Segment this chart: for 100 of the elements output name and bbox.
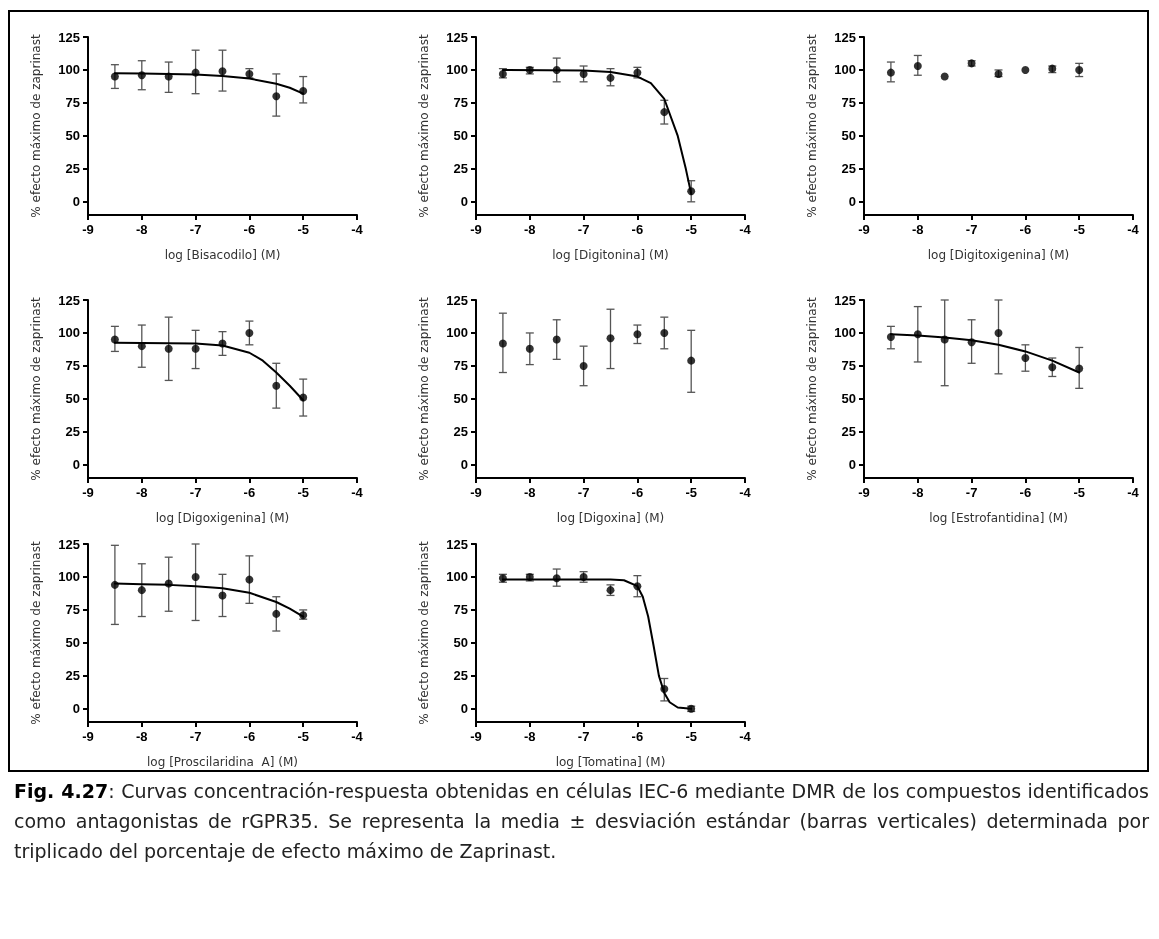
- y-tick-label: 125: [58, 536, 80, 552]
- x-tick-label: -9: [82, 222, 94, 237]
- x-tick-label: -5: [297, 222, 309, 237]
- y-axis-title: % efecto máximo de zaprinast: [417, 297, 431, 481]
- point: [633, 582, 642, 591]
- point: [272, 381, 281, 390]
- y-tick-label: 100: [58, 569, 80, 585]
- y-tick-label: 25: [453, 424, 468, 440]
- point: [525, 344, 534, 353]
- x-tick-label: -9: [470, 729, 482, 744]
- y-tick-label: 100: [834, 62, 856, 78]
- point: [660, 685, 669, 694]
- point: [913, 330, 922, 339]
- y-tick-label: 75: [453, 358, 468, 374]
- y-tick-label: 50: [453, 635, 468, 651]
- point: [218, 591, 227, 600]
- y-tick-label: 75: [65, 358, 80, 374]
- x-tick-label: -9: [858, 222, 870, 237]
- x-tick-label: -5: [297, 485, 309, 500]
- y-axis-title: % efecto máximo de zaprinast: [805, 34, 819, 218]
- point: [272, 92, 281, 101]
- x-axis-title: log [Proscilaridina A] (M): [147, 755, 298, 769]
- y-axis-title: % efecto máximo de zaprinast: [417, 34, 431, 218]
- x-tick-label: -6: [631, 222, 644, 237]
- point: [967, 338, 976, 347]
- point: [606, 73, 615, 82]
- y-tick-label: 75: [453, 602, 468, 618]
- x-axis-title: log [Estrofantidina] (M): [929, 511, 1068, 525]
- point: [579, 361, 588, 370]
- x-tick-label: -8: [136, 729, 148, 744]
- y-axis-title: % efecto máximo de zaprinast: [29, 34, 43, 218]
- point: [498, 339, 507, 348]
- x-tick-label: -5: [1073, 485, 1085, 500]
- point: [940, 335, 949, 344]
- point: [110, 580, 119, 589]
- point: [606, 334, 615, 343]
- x-tick-label: -6: [1019, 222, 1032, 237]
- y-tick-label: 50: [841, 391, 856, 407]
- y-tick-label: 100: [446, 325, 468, 341]
- x-tick-label: -9: [858, 485, 870, 500]
- point: [164, 72, 173, 81]
- x-tick-label: -6: [631, 729, 644, 744]
- caption: Fig. 4.27: Curvas concentración-respuesta obtenidas en células IEC-6 mediante DMR de los compuestos identificados como antagonistas de rGPR35. Se representa la media ± desviación estándar (barras verticales) determinada por triplicado del porcentaje de efecto máximo de Zaprinast.: [14, 779, 1149, 864]
- point: [191, 344, 200, 353]
- y-tick-label: 25: [453, 161, 468, 177]
- x-tick-label: -8: [912, 485, 924, 500]
- y-tick-label: 25: [841, 161, 856, 177]
- x-tick-label: -9: [82, 485, 94, 500]
- x-tick-label: -7: [577, 485, 590, 500]
- y-tick-label: 125: [446, 29, 468, 45]
- point: [886, 332, 895, 341]
- x-tick-label: -8: [524, 222, 536, 237]
- point: [191, 572, 200, 581]
- point: [552, 65, 561, 74]
- point: [164, 344, 173, 353]
- x-tick-label: -5: [685, 729, 697, 744]
- y-tick-label: 125: [58, 29, 80, 45]
- y-tick-label: 50: [65, 128, 80, 144]
- x-tick-label: -4: [739, 222, 752, 237]
- point: [1048, 363, 1057, 372]
- y-tick-label: 75: [453, 95, 468, 111]
- y-tick-label: 0: [848, 194, 856, 210]
- x-tick-label: -7: [189, 222, 202, 237]
- x-tick-label: -9: [470, 222, 482, 237]
- x-tick-label: -9: [470, 485, 482, 500]
- y-tick-label: 100: [58, 325, 80, 341]
- x-tick-label: -6: [243, 729, 256, 744]
- x-tick-label: -8: [136, 485, 148, 500]
- x-tick-label: -7: [577, 222, 590, 237]
- x-tick-label: -8: [524, 485, 536, 500]
- point: [552, 335, 561, 344]
- x-axis-title: log [Bisacodilo] (M): [164, 248, 281, 262]
- y-tick-label: 25: [65, 668, 80, 684]
- x-tick-label: -4: [739, 485, 752, 500]
- x-tick-label: -6: [631, 485, 644, 500]
- x-tick-label: -7: [965, 485, 978, 500]
- point: [552, 574, 561, 583]
- y-axis-title: % efecto máximo de zaprinast: [417, 541, 431, 725]
- y-tick-label: 100: [446, 569, 468, 585]
- x-axis-title: log [Digitoxigenina] (M): [927, 248, 1070, 262]
- x-tick-label: -7: [189, 485, 202, 500]
- x-tick-label: -7: [577, 729, 590, 744]
- x-tick-label: -7: [965, 222, 978, 237]
- point: [1021, 65, 1030, 74]
- y-tick-label: 75: [841, 95, 856, 111]
- y-tick-label: 100: [446, 62, 468, 78]
- point: [994, 328, 1003, 337]
- y-tick-label: 0: [460, 457, 468, 473]
- y-tick-label: 125: [834, 292, 856, 308]
- y-tick-label: 100: [58, 62, 80, 78]
- point: [1075, 65, 1084, 74]
- x-axis-title: log [Digoxigenina] (M): [155, 511, 290, 525]
- y-tick-label: 75: [841, 358, 856, 374]
- y-tick-label: 0: [460, 701, 468, 717]
- y-tick-label: 50: [65, 391, 80, 407]
- y-tick-label: 25: [841, 424, 856, 440]
- point: [272, 609, 281, 618]
- point: [218, 339, 227, 348]
- y-tick-label: 0: [460, 194, 468, 210]
- x-tick-label: -8: [912, 222, 924, 237]
